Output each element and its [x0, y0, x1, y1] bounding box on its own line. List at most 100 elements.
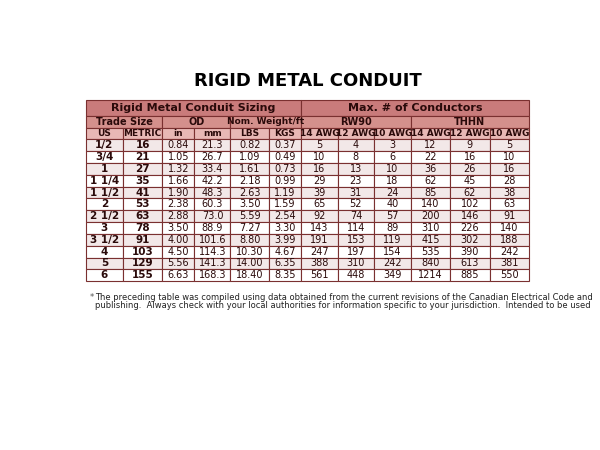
Bar	[163, 151, 194, 163]
Text: 6: 6	[389, 152, 395, 162]
Bar	[163, 175, 194, 187]
Text: Max. # of Conductors: Max. # of Conductors	[348, 103, 482, 113]
Text: 0.84: 0.84	[168, 140, 189, 150]
Bar	[490, 175, 529, 187]
Bar	[163, 257, 194, 270]
Text: 31: 31	[350, 188, 362, 198]
Text: 3.99: 3.99	[274, 235, 296, 245]
Text: 16: 16	[503, 164, 515, 174]
Text: 1.90: 1.90	[168, 188, 189, 198]
Text: 28: 28	[503, 176, 515, 186]
Text: The preceding table was compiled using data obtained from the current revisions : The preceding table was compiled using d…	[95, 292, 593, 302]
Text: 48.3: 48.3	[202, 188, 223, 198]
Text: 41: 41	[136, 188, 150, 198]
Bar	[374, 187, 410, 198]
Bar	[338, 198, 374, 210]
Bar	[269, 257, 301, 270]
Bar	[490, 234, 529, 246]
Bar	[123, 257, 163, 270]
Bar	[374, 246, 410, 257]
Bar	[338, 128, 374, 140]
Text: KGS: KGS	[275, 129, 295, 138]
Text: 16: 16	[464, 152, 476, 162]
Bar	[301, 234, 338, 246]
Text: 140: 140	[500, 223, 518, 233]
Bar	[269, 140, 301, 151]
Text: 242: 242	[383, 258, 402, 269]
Bar	[410, 151, 450, 163]
Bar	[410, 246, 450, 257]
Text: 101.6: 101.6	[199, 235, 226, 245]
Bar	[163, 116, 230, 128]
Text: 155: 155	[132, 270, 154, 280]
Bar	[374, 210, 410, 222]
Text: 33.4: 33.4	[202, 164, 223, 174]
Text: 36: 36	[424, 164, 437, 174]
Bar	[301, 222, 338, 234]
Bar	[450, 234, 490, 246]
Bar	[163, 187, 194, 198]
Text: 14 AWG: 14 AWG	[410, 129, 450, 138]
Text: 10 AWG: 10 AWG	[373, 129, 412, 138]
Bar	[123, 270, 163, 281]
Bar	[230, 222, 269, 234]
Text: 141.3: 141.3	[199, 258, 226, 269]
Bar	[163, 128, 194, 140]
Text: 89: 89	[386, 223, 398, 233]
Text: Trade Size: Trade Size	[95, 117, 152, 127]
Text: 18.40: 18.40	[236, 270, 263, 280]
Text: 85: 85	[424, 188, 437, 198]
Text: 200: 200	[421, 211, 440, 221]
Text: 5: 5	[101, 258, 108, 269]
Bar	[194, 187, 230, 198]
Text: 0.49: 0.49	[274, 152, 296, 162]
Text: 73.0: 73.0	[202, 211, 223, 221]
Text: 840: 840	[421, 258, 440, 269]
Bar	[269, 222, 301, 234]
Bar	[163, 198, 194, 210]
Bar	[86, 116, 163, 128]
Text: 91: 91	[136, 235, 150, 245]
Text: 10 AWG: 10 AWG	[490, 129, 529, 138]
Text: 153: 153	[347, 235, 365, 245]
Bar	[301, 100, 529, 116]
Text: 8.80: 8.80	[239, 235, 260, 245]
Text: 613: 613	[461, 258, 479, 269]
Text: 197: 197	[347, 247, 365, 256]
Text: 4.50: 4.50	[167, 247, 189, 256]
Bar	[194, 270, 230, 281]
Text: 388: 388	[310, 258, 329, 269]
Bar	[410, 140, 450, 151]
Bar	[410, 163, 450, 175]
Bar	[163, 234, 194, 246]
Bar	[194, 246, 230, 257]
Bar	[230, 151, 269, 163]
Bar	[410, 222, 450, 234]
Bar	[163, 246, 194, 257]
Bar	[410, 210, 450, 222]
Text: 3.50: 3.50	[239, 199, 260, 209]
Text: 57: 57	[386, 211, 398, 221]
Bar	[123, 187, 163, 198]
Bar	[230, 175, 269, 187]
Bar	[86, 270, 123, 281]
Bar	[269, 246, 301, 257]
Bar	[123, 198, 163, 210]
Text: 535: 535	[421, 247, 440, 256]
Text: 12: 12	[424, 140, 437, 150]
Bar	[301, 175, 338, 187]
Text: 103: 103	[132, 247, 154, 256]
Text: 40: 40	[386, 199, 398, 209]
Text: 0.73: 0.73	[274, 164, 296, 174]
Text: 92: 92	[313, 211, 326, 221]
Text: *: *	[90, 292, 97, 302]
Bar	[163, 163, 194, 175]
Bar	[301, 163, 338, 175]
Bar	[269, 163, 301, 175]
Bar	[123, 210, 163, 222]
Text: 62: 62	[424, 176, 437, 186]
Text: 4.00: 4.00	[168, 235, 189, 245]
Text: 78: 78	[136, 223, 150, 233]
Bar	[301, 257, 338, 270]
Text: 885: 885	[461, 270, 479, 280]
